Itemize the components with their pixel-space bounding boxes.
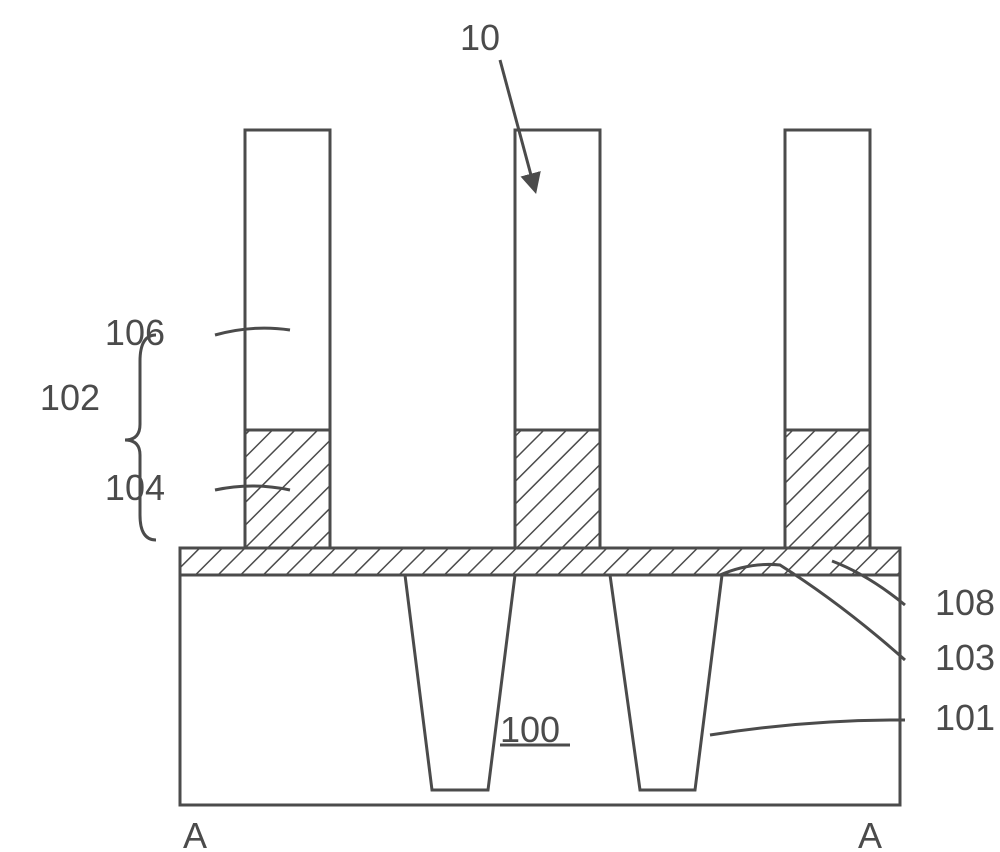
fin-3-upper <box>785 130 870 430</box>
fin-2-upper <box>515 130 600 430</box>
label-103: 103 <box>935 637 995 678</box>
leader-l103 <box>720 564 905 660</box>
section-label-A-right: A <box>858 815 882 852</box>
trench-2 <box>610 575 722 790</box>
brace-102 <box>125 335 156 540</box>
label-104: 104 <box>105 467 165 508</box>
figure-arrow <box>500 60 535 190</box>
label-100: 100 <box>500 709 560 750</box>
label-108: 108 <box>935 582 995 623</box>
label-106: 106 <box>105 312 165 353</box>
label-fig-10: 10 <box>460 17 500 58</box>
leader-l101 <box>710 720 905 735</box>
fin-2-lower <box>515 430 600 548</box>
substrate-region <box>180 575 900 805</box>
fin-3-lower <box>785 430 870 548</box>
fin-1-upper <box>245 130 330 430</box>
leader-l106 <box>215 328 290 335</box>
trench-1 <box>405 575 515 790</box>
section-label-A-left: A <box>183 815 207 852</box>
label-101: 101 <box>935 697 995 738</box>
label-102: 102 <box>40 377 100 418</box>
